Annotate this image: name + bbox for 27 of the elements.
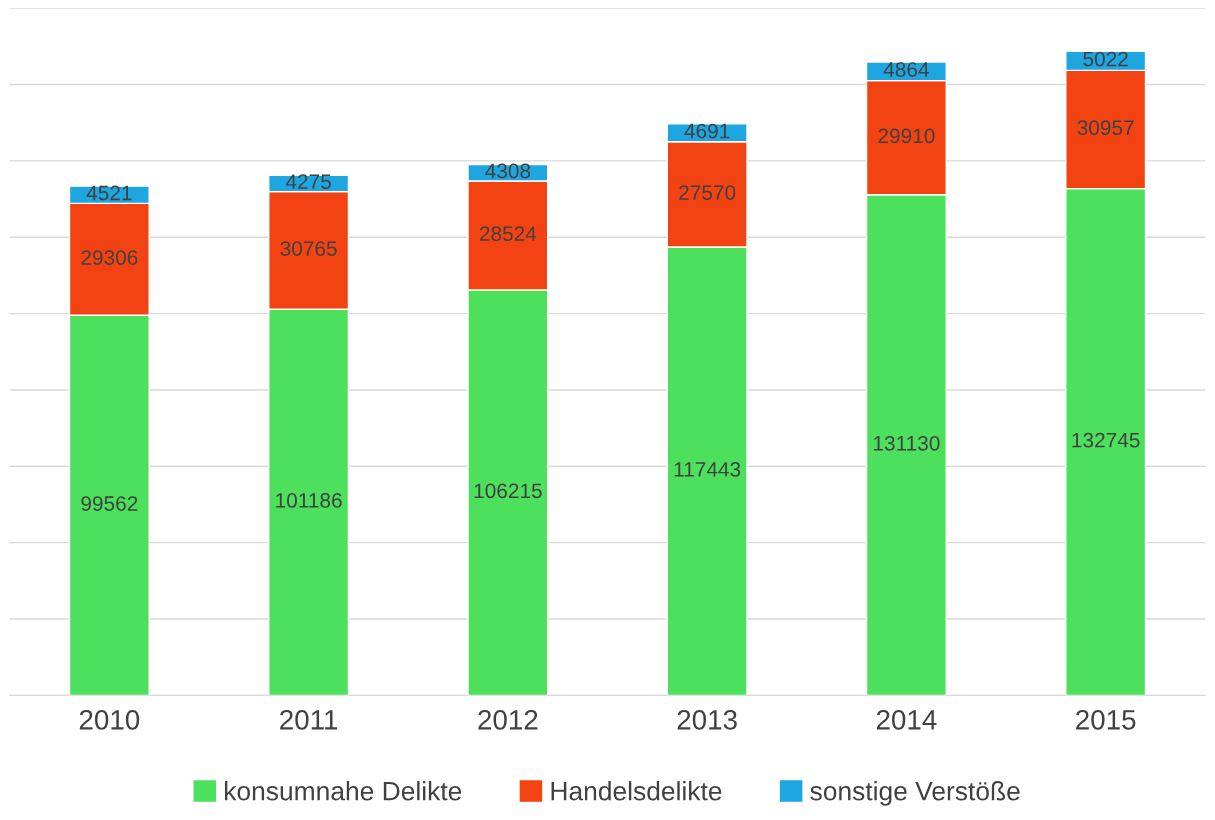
legend-label: Handelsdelikte: [551, 781, 722, 801]
data-label: 30957: [1077, 120, 1134, 136]
x-tick-label: 2012: [478, 709, 538, 730]
data-label: 4308: [485, 163, 531, 179]
data-label: 5022: [1083, 51, 1128, 67]
data-label: 29306: [81, 250, 138, 265]
data-label: 106215: [474, 483, 542, 499]
legend-label: sonstige Verstöße: [810, 781, 1020, 806]
data-label: 30765: [280, 241, 337, 256]
x-tick-label: 2013: [677, 709, 737, 730]
data-label: 131130: [873, 435, 940, 451]
data-label: 28524: [479, 226, 537, 242]
data-label: 101186: [276, 493, 342, 508]
data-label: 4275: [285, 174, 331, 190]
x-tick-label: 2014: [876, 709, 937, 730]
x-tick-label: 2010: [79, 709, 140, 730]
data-label: 4691: [684, 123, 730, 139]
data-label: 117443: [674, 462, 741, 477]
data-label: 132745: [1072, 432, 1140, 448]
data-label: 4864: [883, 62, 929, 77]
data-label: 29910: [878, 128, 935, 144]
x-tick-label: 2015: [1076, 709, 1136, 730]
data-label: 99562: [81, 496, 138, 511]
data-label: 27570: [679, 185, 736, 200]
legend-label: konsumnahe Delikte: [225, 781, 462, 801]
data-label: 4521: [86, 185, 132, 201]
x-tick-label: 2011: [280, 709, 338, 730]
